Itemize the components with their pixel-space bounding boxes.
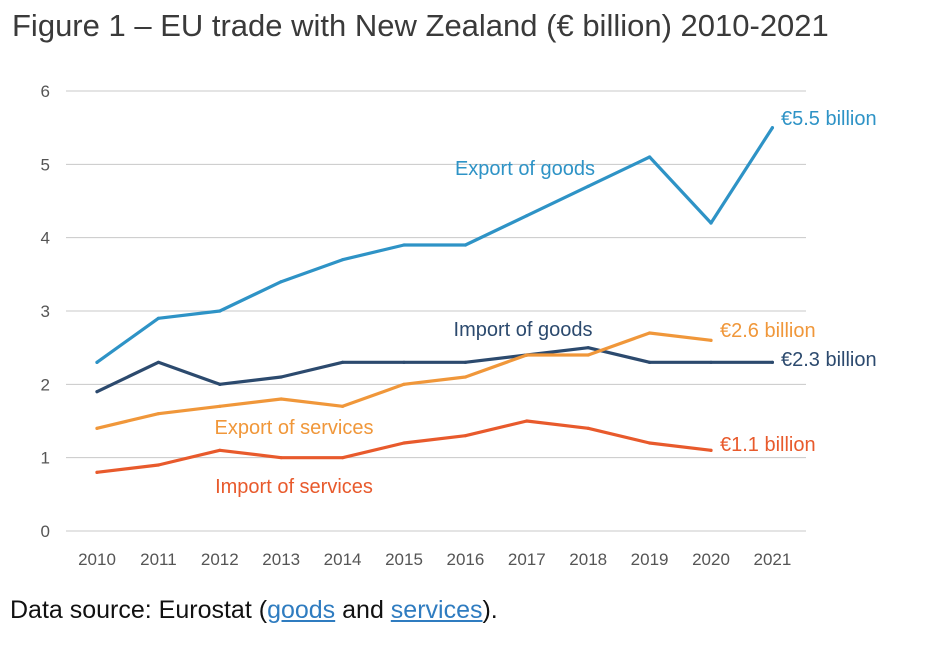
y-tick-label: 5 — [41, 155, 50, 174]
series-name-label: Export of services — [215, 417, 374, 439]
data-point-export-of-services — [463, 375, 467, 379]
series-name-label: Import of services — [215, 476, 373, 498]
data-point-import-of-goods — [770, 360, 775, 364]
x-axis-ticks: 2010 2011 2012 2013 2014 2015 2016 2017 2018 2019… — [78, 550, 791, 569]
services-link[interactable]: services — [390, 596, 483, 624]
data-point-export-of-services — [341, 404, 345, 408]
data-source-note: Data source: Eurostat (goods and service… — [10, 596, 498, 625]
data-point-import-of-goods — [95, 390, 99, 394]
y-tick-label: 0 — [41, 522, 50, 541]
x-tick-label: 2013 — [262, 550, 300, 569]
source-prefix: Data source: Eurostat ( — [10, 596, 268, 624]
data-point-export-of-services — [95, 426, 99, 430]
data-point-export-of-goods — [709, 221, 713, 225]
data-point-export-of-services — [648, 331, 652, 335]
x-tick-label: 2010 — [78, 550, 116, 569]
data-point-import-of-goods — [402, 360, 406, 364]
series-name-label: Import of goods — [454, 319, 593, 341]
chart-title: Figure 1 – EU trade with New Zealand (€ … — [12, 8, 829, 43]
data-point-export-of-services — [156, 412, 160, 416]
series-lines — [95, 126, 775, 474]
data-point-export-of-goods — [279, 280, 283, 284]
data-point-import-of-goods — [586, 346, 590, 350]
data-point-import-of-services — [586, 426, 590, 430]
goods-link[interactable]: goods — [267, 596, 336, 624]
data-point-import-of-services — [402, 441, 406, 445]
x-tick-label: 2016 — [446, 550, 484, 569]
series-end-value-label: €2.3 billion — [781, 349, 877, 371]
data-point-export-of-services — [586, 353, 590, 357]
data-point-export-of-goods — [525, 214, 529, 218]
source-suffix: ). — [482, 596, 498, 624]
x-tick-label: 2018 — [569, 550, 607, 569]
y-tick-label: 1 — [41, 449, 50, 468]
data-point-import-of-services — [463, 434, 467, 438]
y-axis-ticks: 0 1 2 3 4 5 6 — [41, 82, 50, 541]
data-point-export-of-goods — [341, 258, 345, 262]
x-tick-label: 2017 — [508, 550, 546, 569]
data-point-import-of-goods — [156, 360, 160, 364]
series-line-import-of-services — [95, 419, 713, 474]
x-tick-label: 2014 — [324, 550, 362, 569]
data-point-export-of-services — [402, 382, 406, 386]
series-line-import-of-goods — [95, 346, 774, 394]
data-point-export-of-goods — [95, 360, 99, 364]
y-tick-label: 4 — [41, 229, 50, 248]
data-point-import-of-goods — [648, 360, 652, 364]
data-point-import-of-services — [709, 448, 713, 452]
data-point-export-of-goods — [586, 184, 590, 188]
x-tick-label: 2021 — [753, 550, 791, 569]
x-tick-label: 2015 — [385, 550, 423, 569]
data-point-export-of-goods — [402, 243, 406, 247]
data-point-import-of-services — [95, 470, 99, 474]
data-point-import-of-goods — [279, 375, 283, 379]
data-point-import-of-goods — [463, 360, 467, 364]
data-point-import-of-services — [525, 419, 529, 423]
data-point-export-of-goods — [156, 316, 160, 320]
data-point-export-of-services — [709, 338, 713, 342]
y-tick-label: 2 — [41, 375, 50, 394]
series-end-value-label: €1.1 billion — [720, 434, 816, 456]
data-point-export-of-goods — [463, 243, 467, 247]
series-end-value-label: €2.6 billion — [720, 320, 816, 342]
series-name-label: Export of goods — [455, 158, 595, 180]
data-point-import-of-services — [648, 441, 652, 445]
x-tick-label: 2019 — [631, 550, 669, 569]
source-middle: and — [335, 596, 391, 624]
line-chart: 0 1 2 3 4 5 6 2010 2011 2012 2013 2014 2015 2016 2017… — [41, 82, 877, 569]
data-point-import-of-goods — [709, 360, 713, 364]
data-point-export-of-goods — [218, 309, 222, 313]
x-tick-label: 2011 — [140, 550, 177, 569]
data-point-import-of-services — [279, 456, 283, 460]
data-point-export-of-goods — [648, 155, 652, 159]
data-point-import-of-services — [218, 448, 222, 452]
data-point-import-of-goods — [341, 360, 345, 364]
series-end-value-label: €5.5 billion — [781, 108, 877, 130]
y-tick-label: 6 — [41, 82, 50, 101]
y-tick-label: 3 — [41, 302, 50, 321]
data-point-export-of-goods — [770, 126, 775, 130]
x-tick-label: 2012 — [201, 550, 239, 569]
data-point-export-of-services — [279, 397, 283, 401]
series-labels: Export of goods €5.5 billion Import of goo… — [215, 108, 877, 498]
series-line-export-of-goods — [95, 126, 774, 364]
data-point-export-of-services — [525, 353, 529, 357]
gridlines — [66, 90, 806, 532]
data-point-import-of-services — [341, 456, 345, 460]
x-tick-label: 2020 — [692, 550, 730, 569]
data-point-import-of-services — [156, 463, 160, 467]
data-point-export-of-services — [218, 404, 222, 408]
series-line-export-of-services — [95, 331, 713, 430]
data-point-import-of-goods — [218, 382, 222, 386]
